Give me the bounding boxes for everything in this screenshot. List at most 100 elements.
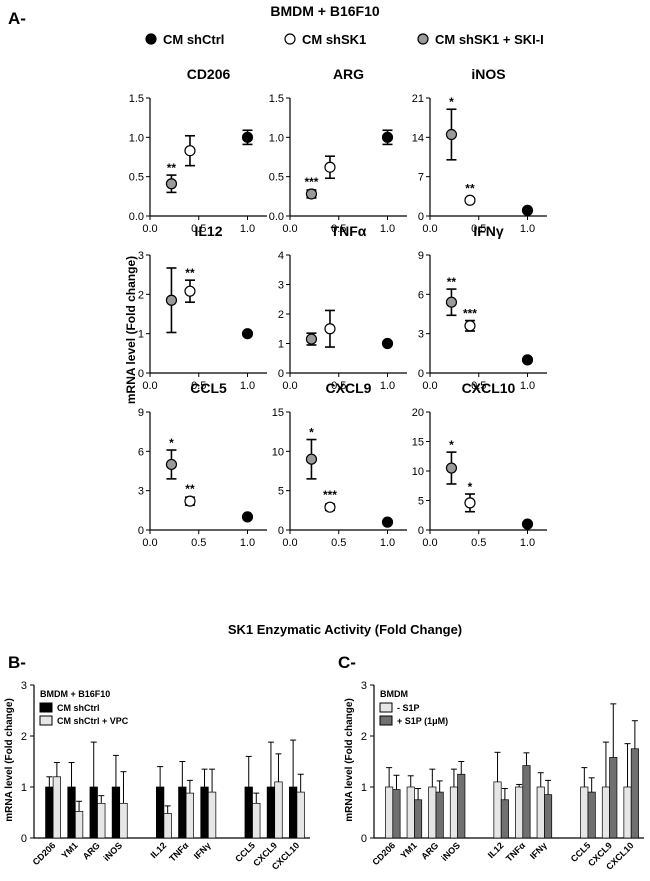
panel-a-xlabel: SK1 Enzymatic Activity (Fold Change): [228, 622, 462, 637]
panel-b-legend: BMDM + B16F10 CM shCtrl CM shCtrl + VPC: [39, 689, 129, 726]
y-tick-label: 0: [361, 833, 367, 845]
x-tick-label: 0.5: [191, 380, 206, 392]
bar: [266, 786, 276, 839]
x-tick-label: 0.0: [422, 223, 437, 235]
y-tick-label: 1: [21, 782, 27, 794]
x-tick-label: 0.0: [142, 223, 157, 235]
bar: [45, 786, 54, 839]
y-tick-label: 3: [418, 329, 424, 341]
plot-title: IL12: [194, 223, 222, 239]
data-point: [305, 188, 318, 200]
bar: [587, 791, 596, 839]
data-point: [521, 518, 534, 530]
significance-marker: *: [468, 480, 473, 494]
panel-a-ylabel: mRNA level (Fold change): [124, 256, 138, 404]
y-tick-label: 2: [21, 731, 27, 743]
bar: [580, 786, 589, 839]
y-tick-label: 0: [278, 368, 284, 380]
data-point: [165, 178, 178, 190]
data-point: [184, 145, 196, 157]
y-tick-label: 3: [361, 680, 367, 692]
significance-marker: **: [185, 482, 195, 496]
category-label: IFNγ: [528, 840, 549, 861]
plot-title: CXCL10: [462, 380, 516, 396]
data-point: [305, 333, 318, 345]
panel-b-ylabel: mRNA level (Fold change): [4, 698, 15, 822]
x-tick-label: 1.0: [240, 380, 255, 392]
x-tick-label: 0.0: [282, 537, 297, 549]
category-label: YM1: [60, 840, 80, 860]
data-point: [445, 296, 458, 308]
bar: [406, 786, 415, 839]
bar: [185, 792, 194, 839]
bar: [457, 773, 466, 839]
y-tick-label: 2: [361, 731, 367, 743]
y-tick-label: 0: [418, 368, 424, 380]
y-tick-label: 6: [138, 446, 144, 458]
bar: [67, 786, 76, 839]
y-tick-label: 1: [278, 339, 284, 351]
y-tick-label: 15: [412, 437, 424, 449]
significance-marker: *: [169, 436, 174, 450]
data-point: [324, 161, 336, 173]
bar: [207, 791, 217, 839]
y-tick-label: 1: [138, 329, 144, 341]
x-tick-label: 0.0: [422, 537, 437, 549]
bar: [449, 786, 458, 839]
y-tick-label: 15: [272, 407, 284, 419]
y-tick-label: 2: [278, 309, 284, 321]
data-point: [445, 462, 458, 474]
significance-marker: **: [167, 161, 177, 175]
data-point: [241, 131, 254, 143]
y-tick-label: 0: [278, 525, 284, 537]
x-tick-label: 1.0: [240, 223, 255, 235]
y-tick-label: 0: [418, 211, 424, 223]
y-tick-label: 5: [278, 486, 284, 498]
bar: [52, 776, 61, 839]
y-tick-label: 0: [138, 368, 144, 380]
significance-marker: *: [309, 426, 314, 440]
category-label: IL12: [486, 840, 506, 860]
legend-label-shctrl: CM shCtrl: [163, 32, 224, 47]
x-tick-label: 0.5: [331, 537, 346, 549]
legend-label-shsk1: CM shSK1: [302, 32, 366, 47]
category-label: iNOS: [101, 840, 124, 863]
panel-c-legend-label-minus: - S1P: [397, 703, 420, 713]
plot-title: ARG: [333, 66, 364, 82]
bar: [274, 781, 283, 839]
panel-b-letter: B-: [8, 653, 26, 672]
x-tick-label: 0.0: [142, 537, 157, 549]
bar: [601, 786, 610, 839]
x-tick-label: 0.5: [331, 380, 346, 392]
y-tick-label: 21: [412, 93, 424, 105]
y-tick-label: 3: [138, 250, 144, 262]
significance-marker: ***: [463, 307, 477, 321]
y-tick-label: 0.5: [129, 172, 144, 184]
bar: [111, 786, 121, 839]
data-point: [464, 194, 476, 206]
data-point: [241, 511, 254, 523]
x-tick-label: 0.0: [282, 223, 297, 235]
data-point: [165, 294, 178, 306]
y-tick-label: 0.0: [129, 211, 144, 223]
x-tick-label: 0.0: [422, 380, 437, 392]
bar: [609, 757, 618, 839]
significance-marker: **: [185, 266, 195, 280]
panel-a-legend: CM shCtrl CM shSK1 CM shSK1 + SKI-I: [145, 32, 544, 47]
x-tick-label: 0.5: [191, 537, 206, 549]
bar: [97, 802, 106, 839]
y-tick-label: 1.0: [269, 132, 284, 144]
bar: [536, 786, 545, 839]
category-label: YM1: [399, 840, 419, 860]
panel-c-legend-label-plus: + S1P (1μM): [397, 716, 448, 726]
bar: [544, 794, 553, 839]
x-tick-label: 1.0: [520, 380, 535, 392]
bar: [119, 802, 128, 839]
x-tick-label: 1.0: [380, 223, 395, 235]
panel-b-legend-label-shctrl: CM shCtrl: [57, 703, 100, 713]
scatter-plot-cd206: CD206 0.0 0.5 1.0 1.5 0.0 0.5 1.0 **: [129, 66, 267, 235]
y-tick-label: 9: [418, 250, 424, 262]
data-point: [464, 497, 476, 509]
bar: [385, 786, 394, 839]
data-point: [464, 320, 476, 332]
